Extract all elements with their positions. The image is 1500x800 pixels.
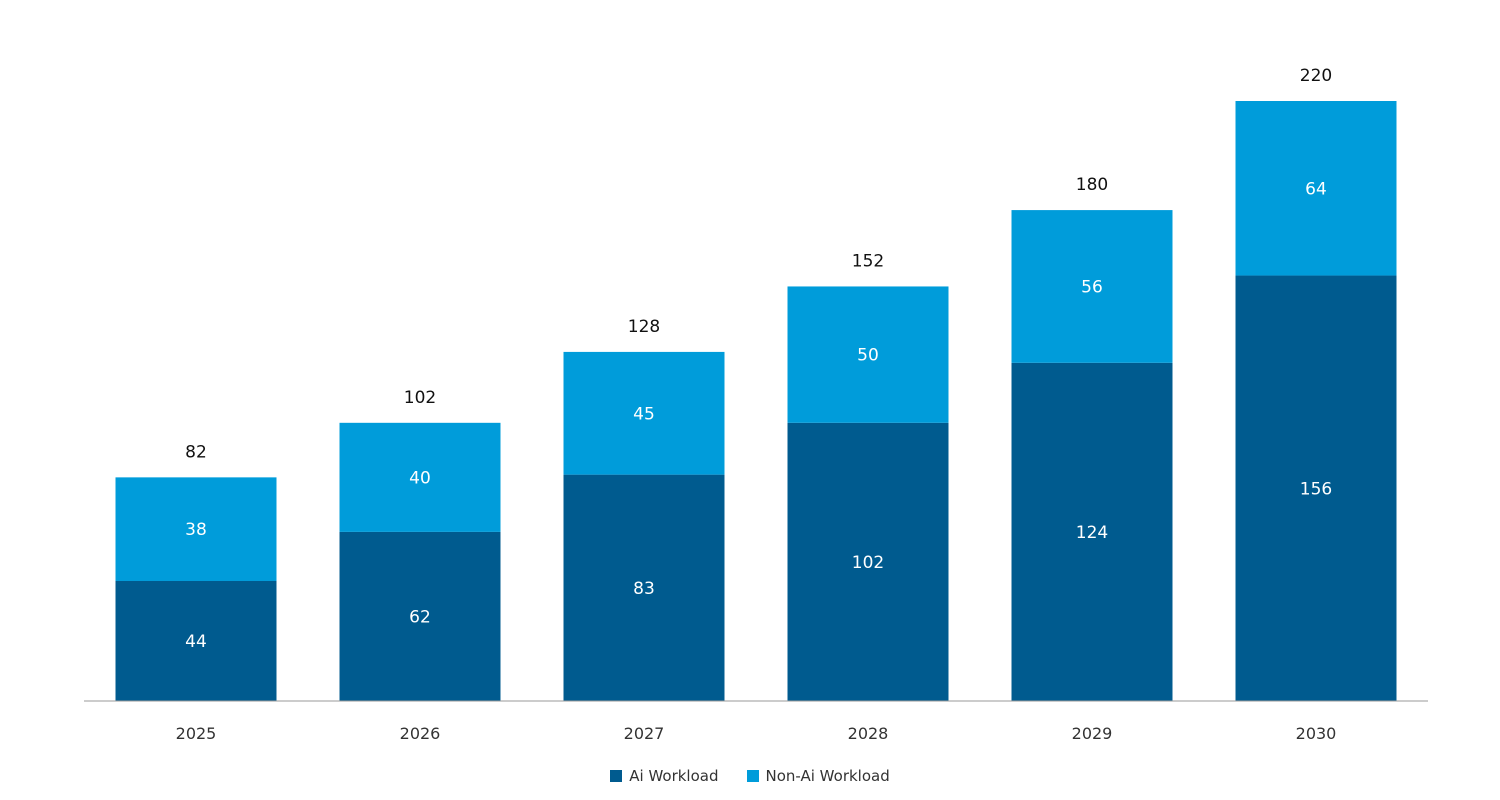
total-label-2027: 128 bbox=[628, 317, 660, 337]
bar-ai-workload-2029 bbox=[1011, 362, 1173, 701]
legend-label-non-ai-workload: Non-Ai Workload bbox=[765, 767, 890, 785]
x-tick-label-2025: 2025 bbox=[176, 724, 217, 743]
data-label-ai-workload-2026: 62 bbox=[409, 607, 431, 627]
legend-item-ai-workload: Ai Workload bbox=[610, 767, 719, 785]
data-label-ai-workload-2028: 102 bbox=[852, 553, 884, 573]
data-label-ai-workload-2029: 124 bbox=[1076, 523, 1108, 543]
data-label-non-ai-workload-2029: 56 bbox=[1081, 277, 1103, 297]
legend-swatch-ai-workload bbox=[610, 770, 623, 782]
bar-non-ai-workload-2025 bbox=[115, 477, 277, 581]
bar-ai-workload-2025 bbox=[115, 581, 277, 701]
data-label-ai-workload-2027: 83 bbox=[633, 579, 655, 599]
total-label-2028: 152 bbox=[852, 251, 884, 271]
x-tick-label-2030: 2030 bbox=[1296, 724, 1337, 743]
bar-non-ai-workload-2030 bbox=[1235, 101, 1397, 276]
x-tick-label-2027: 2027 bbox=[624, 724, 665, 743]
total-label-2029: 180 bbox=[1076, 175, 1108, 195]
data-label-non-ai-workload-2030: 64 bbox=[1305, 179, 1327, 199]
bar-ai-workload-2026 bbox=[339, 531, 501, 701]
bar-non-ai-workload-2027 bbox=[563, 351, 725, 475]
legend-label-ai-workload: Ai Workload bbox=[629, 767, 719, 785]
total-label-2026: 102 bbox=[404, 388, 436, 408]
bar-non-ai-workload-2028 bbox=[787, 286, 949, 423]
data-label-non-ai-workload-2026: 40 bbox=[409, 468, 431, 488]
bar-ai-workload-2028 bbox=[787, 422, 949, 701]
bar-non-ai-workload-2026 bbox=[339, 422, 501, 532]
x-tick-label-2026: 2026 bbox=[400, 724, 441, 743]
data-label-ai-workload-2025: 44 bbox=[185, 632, 207, 652]
legend-swatch-non-ai-workload bbox=[746, 770, 759, 782]
bar-non-ai-workload-2029 bbox=[1011, 210, 1173, 363]
data-label-non-ai-workload-2028: 50 bbox=[857, 346, 879, 366]
legend: Ai Workload Non-Ai Workload bbox=[0, 767, 1500, 785]
data-label-non-ai-workload-2025: 38 bbox=[185, 520, 207, 540]
bar-ai-workload-2030 bbox=[1235, 275, 1397, 701]
total-label-2030: 220 bbox=[1300, 66, 1332, 86]
data-label-non-ai-workload-2027: 45 bbox=[633, 404, 655, 424]
legend-item-non-ai-workload: Non-Ai Workload bbox=[746, 767, 890, 785]
x-tick-label-2028: 2028 bbox=[848, 724, 889, 743]
bar-ai-workload-2027 bbox=[563, 474, 725, 701]
x-tick-label-2029: 2029 bbox=[1072, 724, 1113, 743]
data-label-ai-workload-2030: 156 bbox=[1300, 479, 1332, 499]
total-label-2025: 82 bbox=[185, 442, 207, 462]
